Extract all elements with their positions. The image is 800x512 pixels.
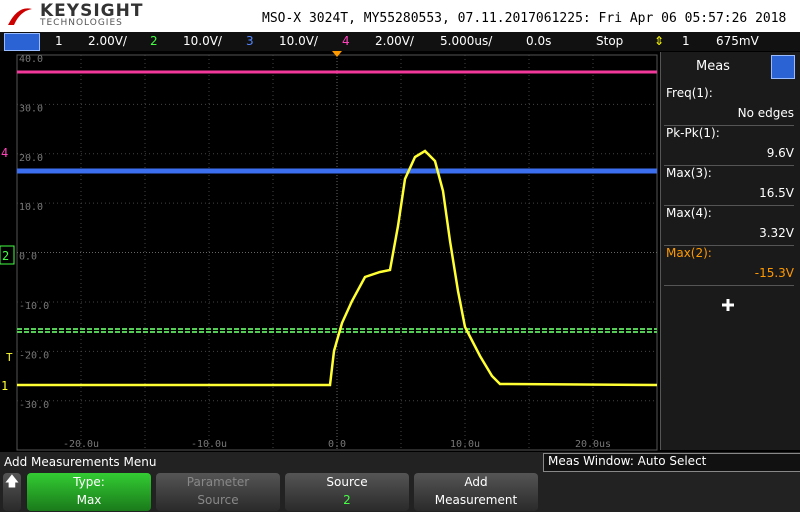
trigger-source: 1 [682, 34, 690, 48]
center-axes [17, 55, 657, 450]
meas-window: Meas Window: Auto Select [543, 453, 800, 472]
softkey-bottom: Source [197, 493, 239, 507]
ch3: 3 [246, 34, 254, 48]
header-bar [0, 0, 800, 32]
softkey-top: Source [326, 475, 368, 489]
back-button[interactable]: 🡅 [3, 473, 21, 511]
trigger-arrow: ⇕ [654, 34, 665, 48]
ch4-scale: 2.00V/ [375, 34, 414, 48]
trigger-level: 675mV [716, 34, 759, 48]
timebase: 5.000us/ [440, 34, 493, 48]
meas-divider [664, 125, 794, 126]
softkey[interactable]: Source 2 [285, 473, 409, 511]
softkey[interactable]: Parameter Source [156, 473, 280, 511]
y-label: -20.0 [19, 350, 49, 361]
menu-button[interactable] [4, 33, 40, 51]
meas-panel [660, 52, 800, 450]
ch4: 4 [342, 34, 350, 48]
channel-bar [0, 32, 800, 51]
x-label: 20.0us [575, 439, 611, 450]
ch2: 2 [150, 34, 158, 48]
meas-title: Meas [696, 59, 730, 74]
marker-box-ch2 [0, 245, 15, 265]
meas-divider [664, 245, 794, 246]
meas-label: Freq(1): [666, 86, 713, 100]
ch1-scale: 2.00V/ [88, 34, 127, 48]
y-label: 20.0 [19, 153, 43, 164]
x-label: 0.0 [328, 439, 346, 450]
meas-divider [664, 205, 794, 206]
marker-trigger: T [6, 351, 13, 364]
meas-value: No edges [737, 106, 794, 120]
graticule: 40.030.020.010.00.0-10.0-20.0-30.0 -20.0… [0, 51, 658, 451]
softkey[interactable]: Type: Max [27, 473, 151, 511]
x-label: 10.0u [450, 439, 480, 450]
y-label: -30.0 [19, 400, 49, 411]
softkey-top: Type: [73, 475, 105, 489]
softkey-bottom: Measurement [434, 493, 518, 507]
softkey-bottom: 2 [343, 493, 351, 507]
title: MSO-X 3024T, MY55280553, 07.11.201706122… [262, 11, 787, 26]
meas-label: Pk-Pk(1): [666, 126, 720, 140]
meas-value: -15.3V [754, 266, 794, 280]
meas-menu-button[interactable] [771, 55, 795, 79]
softkey-top: Add [464, 475, 488, 489]
y-label: 40.0 [19, 54, 43, 65]
meas-value: 9.6V [766, 146, 794, 160]
x-label: -10.0u [191, 439, 227, 450]
meas-divider [664, 285, 794, 286]
meas-value: 16.5V [759, 186, 794, 200]
add-meas-button[interactable] [720, 297, 736, 313]
run-state: Stop [596, 34, 624, 48]
softkey[interactable]: Add Measurement [414, 473, 538, 511]
x-label: -20.0u [63, 439, 99, 450]
logo [8, 8, 32, 25]
ch2-scale: 10.0V/ [183, 34, 222, 48]
menu-title: Add Measurements Menu [4, 455, 157, 469]
ch1: 1 [55, 34, 63, 48]
y-label: -10.0 [19, 301, 49, 312]
y-label: 10.0 [19, 202, 43, 213]
marker-ch2: 2 [2, 249, 9, 263]
grid-lines [17, 55, 657, 450]
y-label: 0.0 [19, 252, 37, 263]
meas-divider [664, 165, 794, 166]
marker-ch1: 1 [1, 379, 8, 393]
y-label: 30.0 [19, 103, 43, 114]
brand-sub: TECHNOLOGIES [40, 18, 123, 28]
meas-label: Max(3): [666, 166, 712, 180]
softkey-top: Parameter [186, 475, 250, 489]
ch2-trace [17, 328, 657, 333]
meas-label: Max(4): [666, 206, 712, 220]
meas-label: Max(2): [666, 246, 712, 260]
meas-value: 3.32V [759, 226, 794, 240]
trigger-pos [332, 51, 342, 57]
ch3-scale: 10.0V/ [279, 34, 318, 48]
marker-ch4: 4 [1, 146, 8, 160]
brand: KEYSIGHT [40, 1, 144, 21]
softkey-bottom: Max [76, 493, 102, 507]
delay: 0.0s [526, 34, 552, 48]
ch1-trace [17, 149, 658, 387]
